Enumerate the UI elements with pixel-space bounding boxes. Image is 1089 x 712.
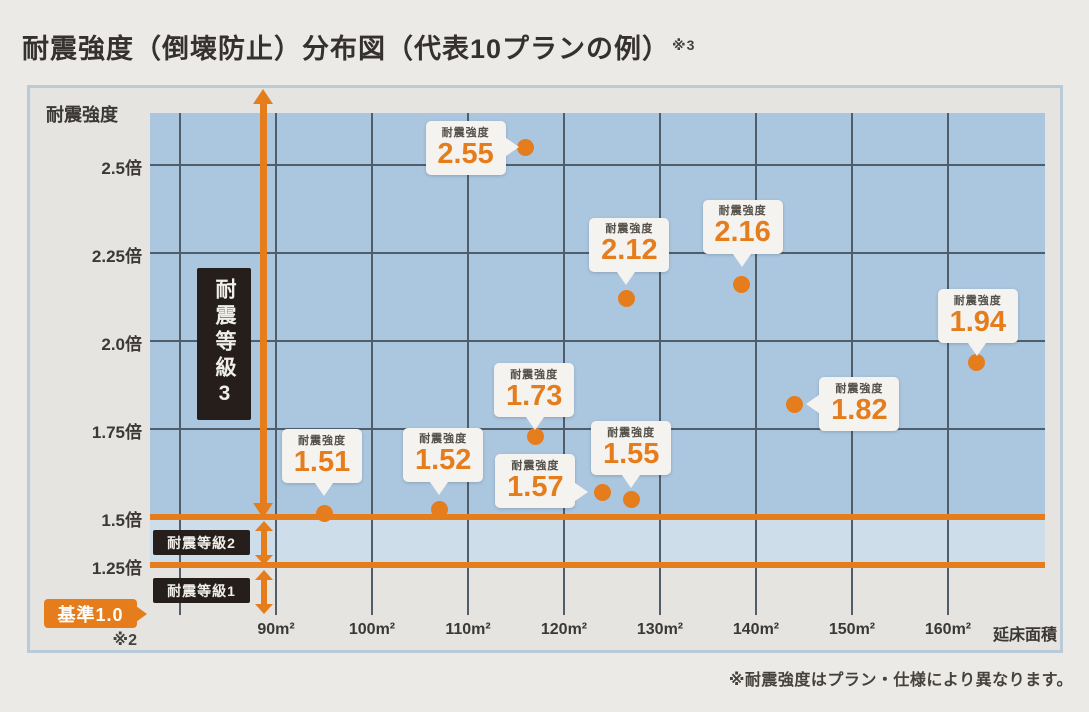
callout-strength-value: 1.82 (831, 393, 888, 426)
x-tick-label: 120m² (540, 621, 588, 638)
y-gridline (150, 164, 1045, 166)
data-point-dot (517, 138, 535, 156)
x-tick-label: 130m² (636, 621, 684, 638)
grade2-range-arrow (261, 528, 267, 558)
x-axis-title: 延床面積 (993, 627, 1058, 644)
chart-title-text: 耐震強度（倒壊防止）分布図（代表10プランの例） (22, 34, 671, 64)
grade1-arrowhead-up-icon (255, 570, 273, 580)
callout-strength-value: 1.52 (414, 444, 472, 477)
data-point-dot (526, 427, 544, 445)
data-point-dot (617, 290, 635, 308)
callout-strength-value: 2.12 (601, 234, 658, 267)
callout-strength-label: 耐震強度 (835, 382, 884, 395)
x-gridline (851, 113, 853, 615)
callout-strength-label: 耐震強度 (511, 459, 560, 472)
callout-strength-label: 耐震強度 (510, 368, 559, 381)
x-tick-label: 160m² (924, 621, 972, 638)
data-point-callout: 耐震強度 1.55 (591, 421, 672, 489)
data-point-dot (968, 353, 986, 371)
data-point-callout: 耐震強度 1.57 (495, 454, 589, 509)
data-point-dot (593, 483, 611, 501)
callout-tail-icon (430, 481, 449, 495)
callout-strength-value: 1.55 (602, 437, 660, 470)
callout-strength-value: 1.94 (949, 305, 1007, 338)
threshold-line (150, 562, 1045, 568)
grade2-arrowhead-up-icon (255, 521, 273, 531)
chart-footnote: ※耐震強度はプラン・仕様により異なります。 (728, 672, 1073, 689)
callout-tail-icon (967, 343, 986, 357)
callout-tail-icon (617, 271, 636, 285)
baseline-tag: 基準1.0 (44, 599, 137, 628)
callout-strength-value: 1.51 (293, 445, 351, 478)
data-point-dot (430, 501, 448, 519)
baseline-footnote-ref: ※2 (112, 632, 137, 649)
chart-title: 耐震強度（倒壊防止）分布図（代表10プランの例） ※3 (22, 27, 695, 66)
callout-strength-label: 耐震強度 (953, 294, 1002, 307)
threshold-line (150, 514, 1045, 520)
x-tick-label: 90m² (257, 621, 295, 638)
callout-strength-value: 2.16 (714, 216, 771, 249)
x-tick-label: 110m² (445, 621, 491, 638)
callout-strength-label: 耐震強度 (441, 126, 490, 139)
grade3-arrowhead-up-icon (253, 89, 273, 104)
callout-strength-label: 耐震強度 (298, 434, 346, 447)
grade2-band-background (150, 517, 1045, 565)
x-gridline (755, 113, 757, 615)
x-gridline (947, 113, 949, 615)
data-point-callout: 耐震強度 1.82 (806, 377, 900, 432)
y-tick-label: 1.75倍 (91, 423, 142, 442)
seismic-grade-1-label: 耐震等級1 (153, 578, 250, 603)
y-tick-label: 2.5倍 (101, 159, 142, 178)
callout-strength-label: 耐震強度 (419, 433, 468, 446)
x-gridline (659, 113, 661, 615)
callout-strength-label: 耐震強度 (718, 205, 767, 218)
y-gridline (150, 340, 1045, 342)
callout-tail-icon (526, 417, 545, 431)
data-point-callout: 耐震強度 2.55 (425, 121, 519, 176)
x-gridline (275, 113, 277, 615)
title-footnote-ref: ※3 (672, 37, 696, 53)
data-point-callout: 耐震強度 1.52 (403, 427, 484, 495)
x-gridline (179, 113, 181, 615)
grade1-arrowhead-down-icon (255, 604, 273, 614)
data-point-callout: 耐震強度 2.16 (702, 199, 783, 267)
data-point-dot (733, 276, 751, 294)
grade3-range-arrow (260, 103, 267, 504)
grade2-arrowhead-down-icon (255, 555, 273, 565)
data-point-dot (785, 395, 803, 413)
callout-strength-label: 耐震強度 (607, 426, 656, 439)
callout-tail-icon (315, 483, 333, 497)
seismic-grade-2-label: 耐震等級2 (153, 530, 250, 555)
y-tick-label: 2.0倍 (101, 335, 142, 354)
baseline-tag-arrow-icon (136, 606, 147, 622)
callout-tail-icon (732, 253, 751, 267)
data-point-callout: 耐震強度 2.12 (589, 217, 670, 285)
y-tick-label: 2.25倍 (91, 247, 142, 266)
callout-strength-value: 1.57 (507, 470, 564, 503)
callout-strength-value: 1.73 (505, 379, 563, 412)
data-point-callout: 耐震強度 1.94 (937, 289, 1018, 357)
data-point-callout: 耐震強度 1.51 (282, 429, 362, 497)
callout-tail-icon (622, 475, 641, 489)
grade3-arrowhead-down-icon (253, 503, 273, 518)
y-tick-label: 1.5倍 (101, 511, 142, 530)
x-tick-label: 140m² (732, 621, 780, 638)
data-point-dot (315, 504, 333, 522)
y-tick-label: 1.25倍 (91, 559, 142, 578)
seismic-grade-3-label: 耐震等級3 (197, 268, 251, 420)
data-point-callout: 耐震強度 1.73 (494, 363, 575, 431)
callout-strength-label: 耐震強度 (605, 223, 654, 236)
callout-tail-icon (575, 483, 589, 502)
x-tick-label: 150m² (828, 621, 876, 638)
callout-tail-icon (505, 138, 519, 157)
callout-strength-value: 2.55 (437, 137, 494, 170)
x-gridline (371, 113, 373, 615)
x-tick-label: 100m² (348, 621, 396, 638)
y-axis-title: 耐震強度 (46, 105, 118, 125)
grade1-range-arrow (261, 577, 267, 607)
x-gridline (467, 113, 469, 615)
data-point-dot (622, 490, 640, 508)
callout-tail-icon (806, 395, 820, 414)
